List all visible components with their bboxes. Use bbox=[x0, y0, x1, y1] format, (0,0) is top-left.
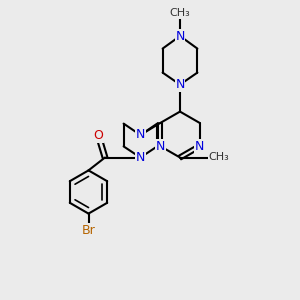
Text: N: N bbox=[136, 128, 145, 142]
Text: N: N bbox=[155, 140, 165, 153]
Text: N: N bbox=[195, 140, 205, 153]
Text: N: N bbox=[175, 29, 185, 43]
Text: CH₃: CH₃ bbox=[169, 8, 190, 19]
Text: N: N bbox=[136, 151, 145, 164]
Text: O: O bbox=[94, 129, 103, 142]
Text: N: N bbox=[175, 78, 185, 91]
Text: Br: Br bbox=[82, 224, 95, 237]
Text: CH₃: CH₃ bbox=[208, 152, 230, 163]
